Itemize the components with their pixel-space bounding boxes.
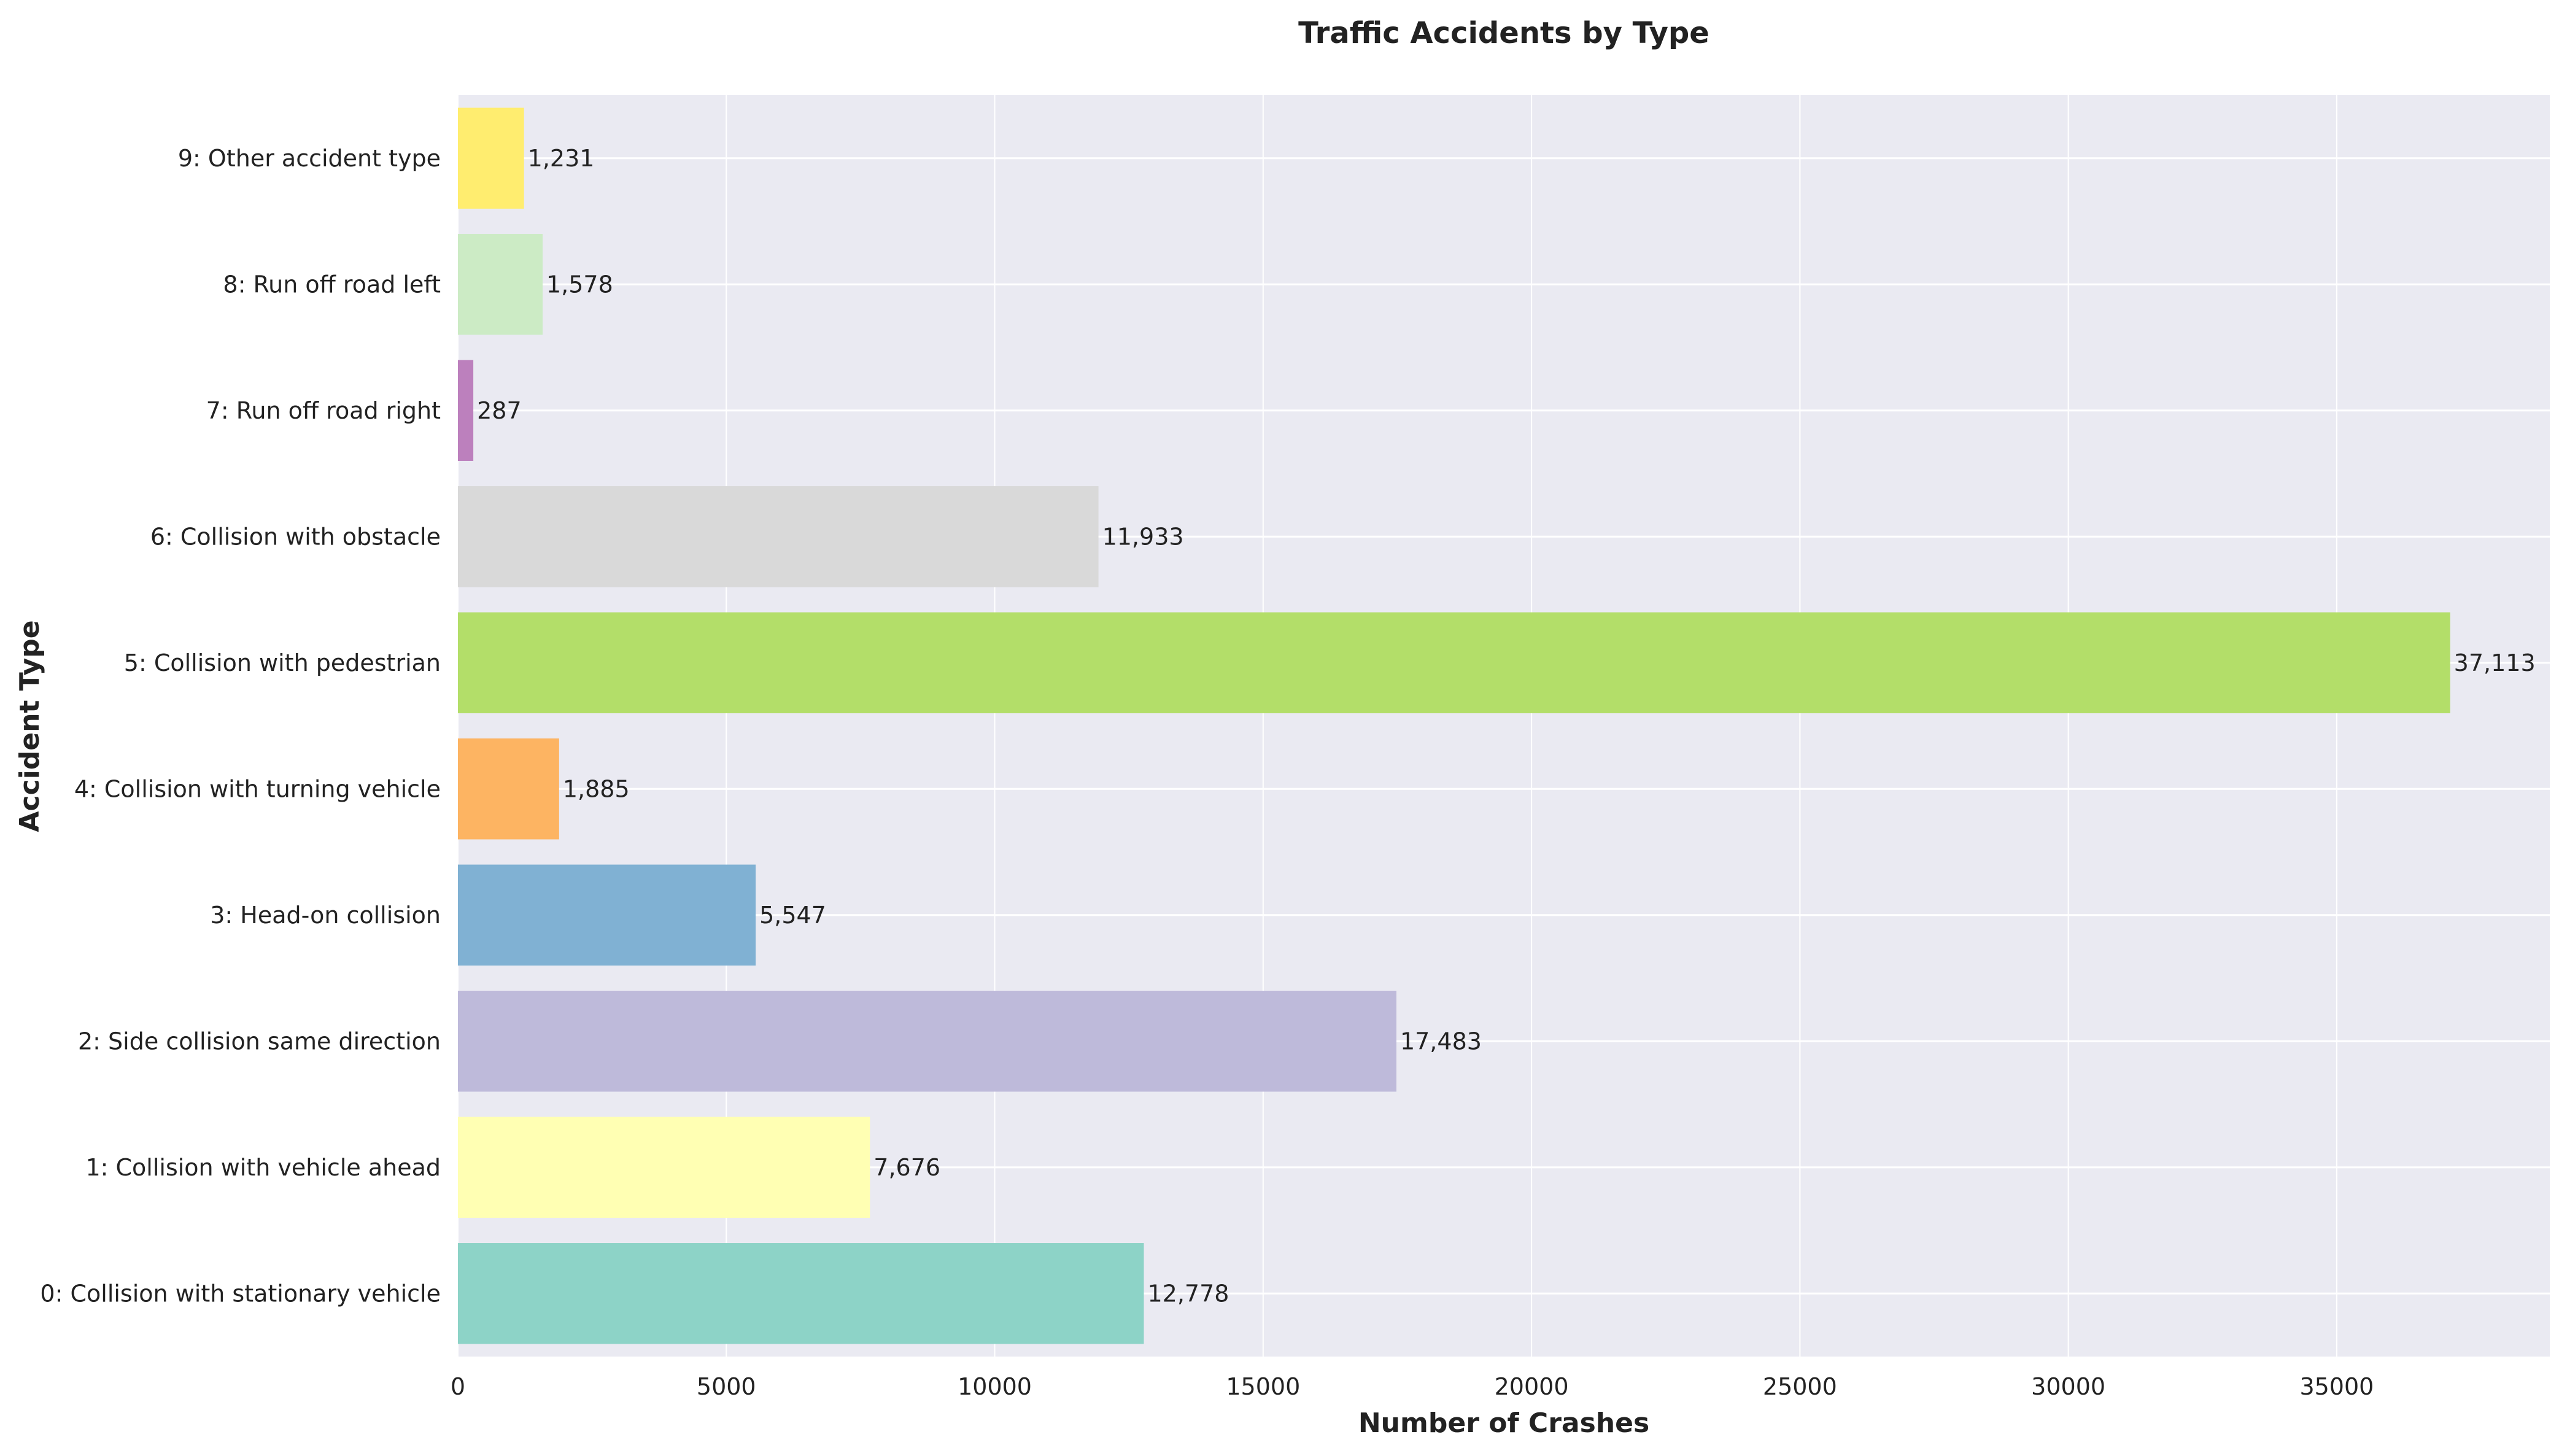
y-tick-label: 3: Head-on collision [210,902,441,929]
x-tick-label: 20000 [1495,1373,1569,1400]
value-label: 1,885 [563,775,630,802]
bar [458,486,1099,587]
x-tick-label: 15000 [1226,1373,1300,1400]
bars [458,107,2450,1344]
bar [458,612,2450,713]
value-label: 5,547 [759,902,826,929]
y-tick-label: 4: Collision with turning vehicle [74,775,441,802]
value-label: 287 [477,397,522,424]
value-label: 1,231 [528,145,595,172]
y-tick-label: 9: Other accident type [178,145,441,172]
bar [458,360,474,461]
bar [458,234,543,335]
y-axis-label: Accident Type [14,620,45,832]
y-tick-label: 6: Collision with obstacle [150,523,441,550]
value-label: 1,578 [546,271,613,298]
x-tick-label: 5000 [697,1373,756,1400]
value-label: 12,778 [1147,1280,1229,1307]
x-axis-label: Number of Crashes [1358,1408,1649,1439]
x-tick-label: 25000 [1763,1373,1837,1400]
chart-title: Traffic Accidents by Type [1298,16,1709,50]
bar [458,991,1396,1092]
y-tick-labels: 0: Collision with stationary vehicle 1: C… [40,145,441,1307]
value-label: 7,676 [873,1154,940,1181]
bar [458,738,559,840]
grid-lines [457,95,2550,1357]
y-tick-label: 2: Side collision same direction [78,1028,441,1055]
x-tick-label: 30000 [2031,1373,2105,1400]
value-label: 37,113 [2454,649,2536,676]
y-tick-label: 8: Run off road left [223,271,441,298]
y-tick-label: 5: Collision with pedestrian [124,649,441,676]
y-tick-label: 7: Run off road right [206,397,441,424]
y-tick-label: 1: Collision with vehicle ahead [85,1154,441,1181]
value-label: 17,483 [1400,1028,1482,1055]
x-tick-label: 10000 [958,1373,1032,1400]
y-tick-label: 0: Collision with stationary vehicle [40,1280,441,1307]
x-tick-labels: 0 5000 10000 15000 20000 25000 30000 35000 [451,1373,2374,1400]
value-label: 11,933 [1102,523,1184,550]
value-labels: 12,778 7,676 17,483 5,547 1,885 37,113 11,933 2… [477,145,2536,1307]
x-tick-label: 0 [451,1373,465,1400]
bar [458,1243,1144,1344]
bar [458,864,756,966]
bar [458,1117,870,1218]
bar [458,107,524,209]
x-tick-label: 35000 [2299,1373,2374,1400]
